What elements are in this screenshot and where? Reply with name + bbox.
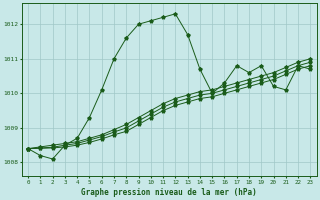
X-axis label: Graphe pression niveau de la mer (hPa): Graphe pression niveau de la mer (hPa) [81, 188, 257, 197]
